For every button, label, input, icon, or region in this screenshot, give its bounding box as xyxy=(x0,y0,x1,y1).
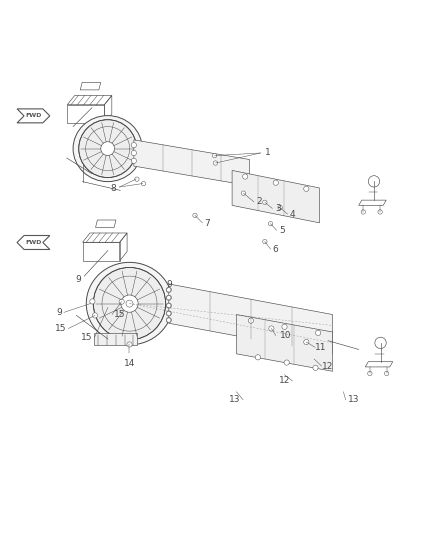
Text: 12: 12 xyxy=(279,376,290,385)
Ellipse shape xyxy=(86,262,173,345)
Circle shape xyxy=(131,150,137,156)
Circle shape xyxy=(166,295,171,300)
Text: 6: 6 xyxy=(273,245,279,254)
Circle shape xyxy=(121,295,138,312)
Circle shape xyxy=(213,161,218,165)
Circle shape xyxy=(255,354,261,360)
Circle shape xyxy=(282,324,287,329)
Circle shape xyxy=(166,288,171,292)
Circle shape xyxy=(263,239,267,244)
Text: 15: 15 xyxy=(55,324,66,333)
Circle shape xyxy=(313,365,318,370)
Circle shape xyxy=(141,181,146,185)
Text: 14: 14 xyxy=(124,359,135,368)
Text: 15: 15 xyxy=(114,310,126,319)
Polygon shape xyxy=(232,171,319,223)
Circle shape xyxy=(166,287,171,293)
Circle shape xyxy=(243,174,248,179)
Text: 15: 15 xyxy=(81,333,92,342)
Circle shape xyxy=(166,303,171,308)
Text: 11: 11 xyxy=(315,343,327,352)
Text: 4: 4 xyxy=(290,209,295,219)
Circle shape xyxy=(119,299,124,304)
Text: 12: 12 xyxy=(321,361,333,370)
Circle shape xyxy=(315,330,321,335)
Circle shape xyxy=(193,213,197,217)
Text: 3: 3 xyxy=(275,204,281,213)
Circle shape xyxy=(304,186,309,191)
Circle shape xyxy=(126,300,133,307)
Polygon shape xyxy=(94,333,138,345)
Circle shape xyxy=(263,200,267,205)
Text: 8: 8 xyxy=(111,184,117,193)
Circle shape xyxy=(166,295,171,300)
Circle shape xyxy=(131,142,137,148)
Text: 1: 1 xyxy=(265,149,271,157)
Text: 13: 13 xyxy=(348,395,359,404)
Circle shape xyxy=(90,299,95,304)
Polygon shape xyxy=(134,140,250,185)
Circle shape xyxy=(241,191,246,195)
Text: 9: 9 xyxy=(76,275,81,284)
Text: 13: 13 xyxy=(230,395,241,404)
Polygon shape xyxy=(169,284,332,354)
Text: FWD: FWD xyxy=(25,114,42,118)
Circle shape xyxy=(166,311,171,316)
Circle shape xyxy=(278,205,283,210)
Polygon shape xyxy=(237,314,332,372)
Text: 7: 7 xyxy=(205,219,210,228)
Circle shape xyxy=(166,318,171,322)
Circle shape xyxy=(273,180,279,185)
Circle shape xyxy=(92,313,98,318)
Circle shape xyxy=(166,311,171,316)
Text: 2: 2 xyxy=(256,197,262,206)
Circle shape xyxy=(127,342,132,347)
Circle shape xyxy=(248,318,254,323)
Circle shape xyxy=(131,158,137,164)
Circle shape xyxy=(212,154,217,158)
Text: 9: 9 xyxy=(166,280,173,289)
Circle shape xyxy=(284,360,289,365)
Text: FWD: FWD xyxy=(25,240,42,245)
Circle shape xyxy=(166,318,171,323)
Circle shape xyxy=(135,177,139,181)
Circle shape xyxy=(79,120,137,177)
Text: 5: 5 xyxy=(279,226,285,235)
Ellipse shape xyxy=(73,116,142,182)
Text: 9: 9 xyxy=(56,308,62,317)
Circle shape xyxy=(269,326,274,331)
Circle shape xyxy=(93,268,166,340)
Circle shape xyxy=(101,142,115,156)
Circle shape xyxy=(166,303,171,308)
Circle shape xyxy=(268,222,273,226)
Circle shape xyxy=(304,340,309,345)
Text: 10: 10 xyxy=(280,331,292,340)
